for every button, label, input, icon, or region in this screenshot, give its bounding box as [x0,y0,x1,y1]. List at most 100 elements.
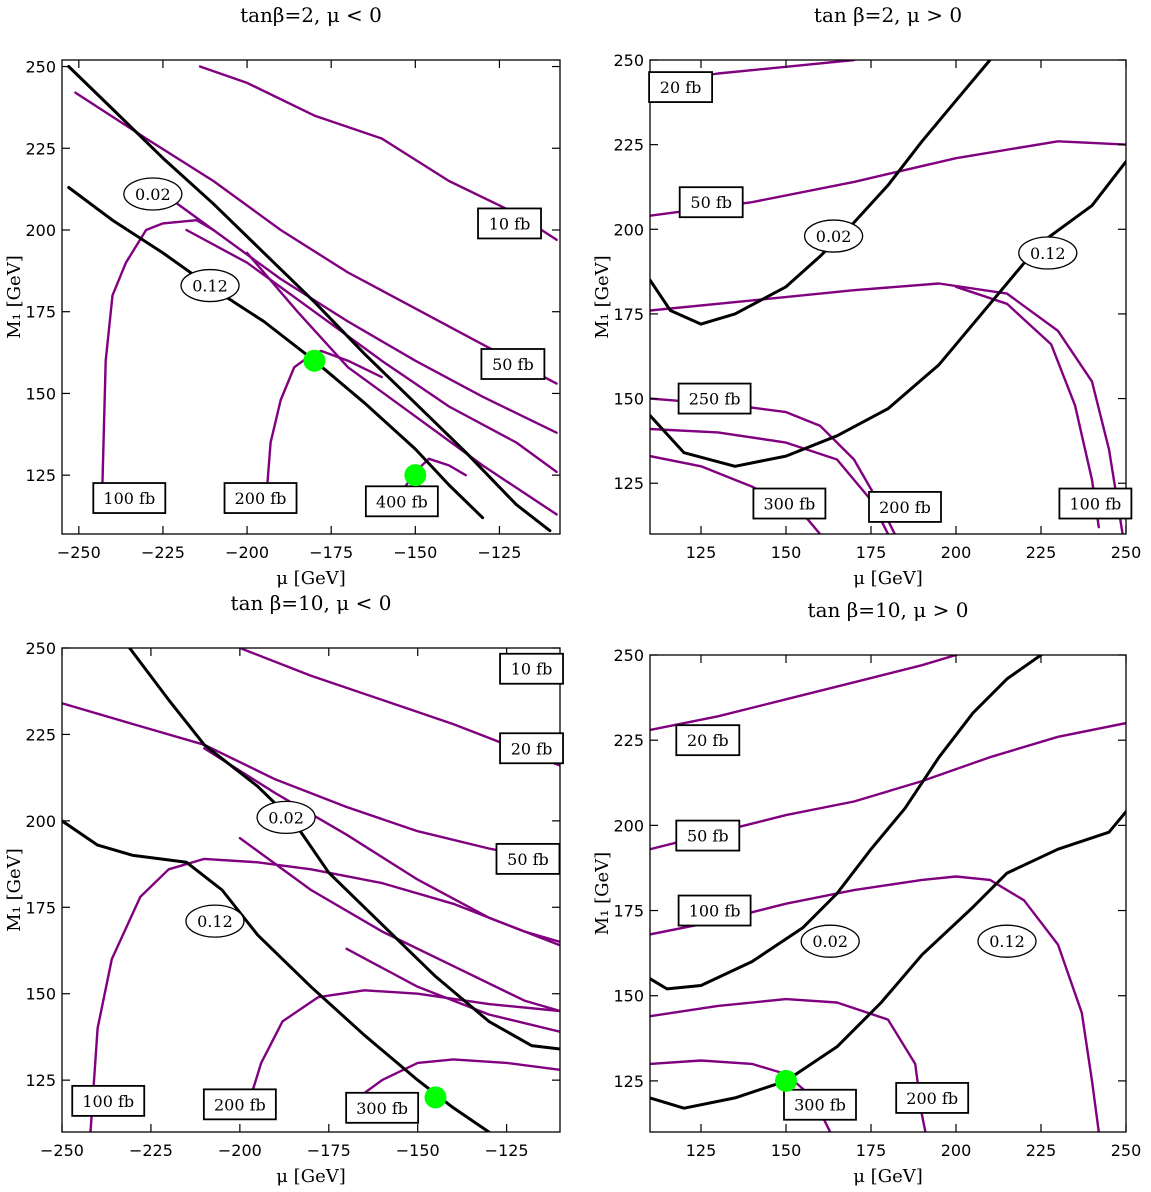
cross-section-label: 200 fb [223,482,298,514]
panel-4: 125 150 175 200 225 250 125 150 175 200 225 250 tan … [592,598,1141,1187]
curves [650,60,1126,534]
relic-contour-6 [650,655,1043,991]
relic-density-label: 0.02 [123,177,183,211]
y-tick-label: 175 [25,303,56,322]
benchmark-point-marker [404,464,427,487]
panel-title: tan β=10, μ > 0 [808,598,969,622]
y-axis-label: M₁ [GeV] [592,255,613,338]
benchmark-point-marker [775,1069,797,1092]
svg-text:50 fb: 50 fb [507,850,549,869]
cross-section-label: 400 fb [364,485,439,518]
cross-section-label: 300 fb [752,487,827,520]
relic-density-label: 0.12 [180,268,240,303]
y-tick-label: 175 [25,898,56,917]
relic-contour-9 [128,648,560,1051]
x-tick-label: 250 [1111,1141,1142,1160]
x-tick-label: −225 [129,1141,173,1160]
benchmark-point-marker [424,1086,447,1109]
svg-text:20 fb: 20 fb [660,78,702,97]
cross-section-label: 200 fb [202,1088,277,1121]
x-tick-label: −200 [218,1141,262,1160]
cross-section-contour-5 [245,251,558,516]
x-tick-label: 150 [771,1141,802,1160]
curves [67,65,558,533]
x-tick-label: −200 [225,543,269,562]
y-tick-label: 150 [613,987,644,1006]
cross-section-label: 50 fb [675,819,741,852]
y-tick-label: 250 [613,51,644,70]
svg-text:300 fb: 300 fb [764,495,816,514]
cross-section-contour-6 [101,219,215,487]
svg-text:0.12: 0.12 [989,932,1025,951]
cross-section-label: 50 fb [480,348,546,380]
relic-contour-9 [650,160,1126,468]
y-tick-label: 200 [25,221,56,240]
y-tick-label: 250 [613,646,644,665]
y-axis-label: M₁ [GeV] [4,255,25,338]
x-tick-label: 250 [1111,543,1142,562]
x-tick-label: 225 [1026,543,1057,562]
svg-text:200 fb: 200 fb [235,489,287,508]
y-tick-label: 125 [613,474,644,493]
benchmark-point-marker [303,349,326,372]
svg-text:200 fb: 200 fb [879,498,931,517]
x-tick-label: 225 [1026,1141,1057,1160]
plot-frame [61,647,561,1133]
relic-contour-7 [650,810,1126,1110]
cross-section-label: 300 fb [783,1088,857,1121]
relic-density-label: 0.12 [1018,236,1078,270]
cross-section-contour-7 [266,349,383,487]
y-tick-label: 175 [613,305,644,324]
panel-title: tan β=10, μ < 0 [231,591,392,615]
svg-text:100 fb: 100 fb [103,489,155,508]
cross-section-contour-7 [650,454,822,534]
svg-text:20 fb: 20 fb [511,739,553,758]
cross-section-label: 100 fb [1058,487,1133,520]
relic-contour-10 [67,186,485,520]
svg-text:50 fb: 50 fb [492,355,534,374]
cross-section-contour-7 [249,989,560,1099]
y-axis-label: M₁ [GeV] [592,852,613,935]
svg-text:400 fb: 400 fb [376,492,428,511]
cross-section-label: 20 fb [499,732,564,765]
y-tick-label: 225 [613,136,644,155]
svg-text:0.02: 0.02 [135,185,171,204]
x-tick-label: −175 [309,543,353,562]
cross-section-label: 100 fb [677,894,752,927]
x-tick-label: 200 [941,543,972,562]
x-tick-label: 200 [941,1141,972,1160]
y-tick-label: 125 [25,466,56,485]
svg-text:20 fb: 20 fb [687,731,729,750]
svg-text:100 fb: 100 fb [82,1092,134,1111]
plot-frame [61,59,561,535]
y-tick-label: 125 [25,1071,56,1090]
cross-section-contour-3 [650,282,1124,534]
relic-contour-9 [67,65,552,533]
x-axis-label: μ [GeV] [853,568,923,589]
y-tick-label: 200 [25,812,56,831]
cross-section-label: 50 fb [678,186,744,219]
panel-3: −250 −225 −200 −175 −150 −125 125 150 175 200 225 2… [4,591,564,1187]
panel-title: tan β=2, μ > 0 [814,3,962,27]
x-tick-label: 150 [771,543,802,562]
cross-section-label: 20 fb [648,71,713,103]
x-tick-label: −250 [40,1141,84,1160]
y-tick-label: 150 [25,985,56,1004]
cross-section-label: 300 fb [345,1091,420,1124]
cross-section-contour-4 [238,836,560,1013]
cross-section-contour-2 [74,91,558,385]
y-tick-label: 125 [613,1072,644,1091]
relic-density-label: 0.12 [185,904,245,938]
x-tick-label: 175 [856,543,887,562]
cross-section-label: 10 fb [499,652,564,685]
x-axis-label: μ [GeV] [853,1166,923,1187]
plot-frame [649,59,1127,535]
cross-section-label: 200 fb [895,1082,970,1114]
relic-density-label: 0.02 [256,800,316,835]
svg-text:200 fb: 200 fb [214,1095,266,1114]
cross-section-label: 100 fb [92,482,167,514]
x-tick-label: −250 [57,543,101,562]
cross-section-contour-8 [352,1058,560,1103]
cross-section-label: 10 fb [477,207,542,240]
